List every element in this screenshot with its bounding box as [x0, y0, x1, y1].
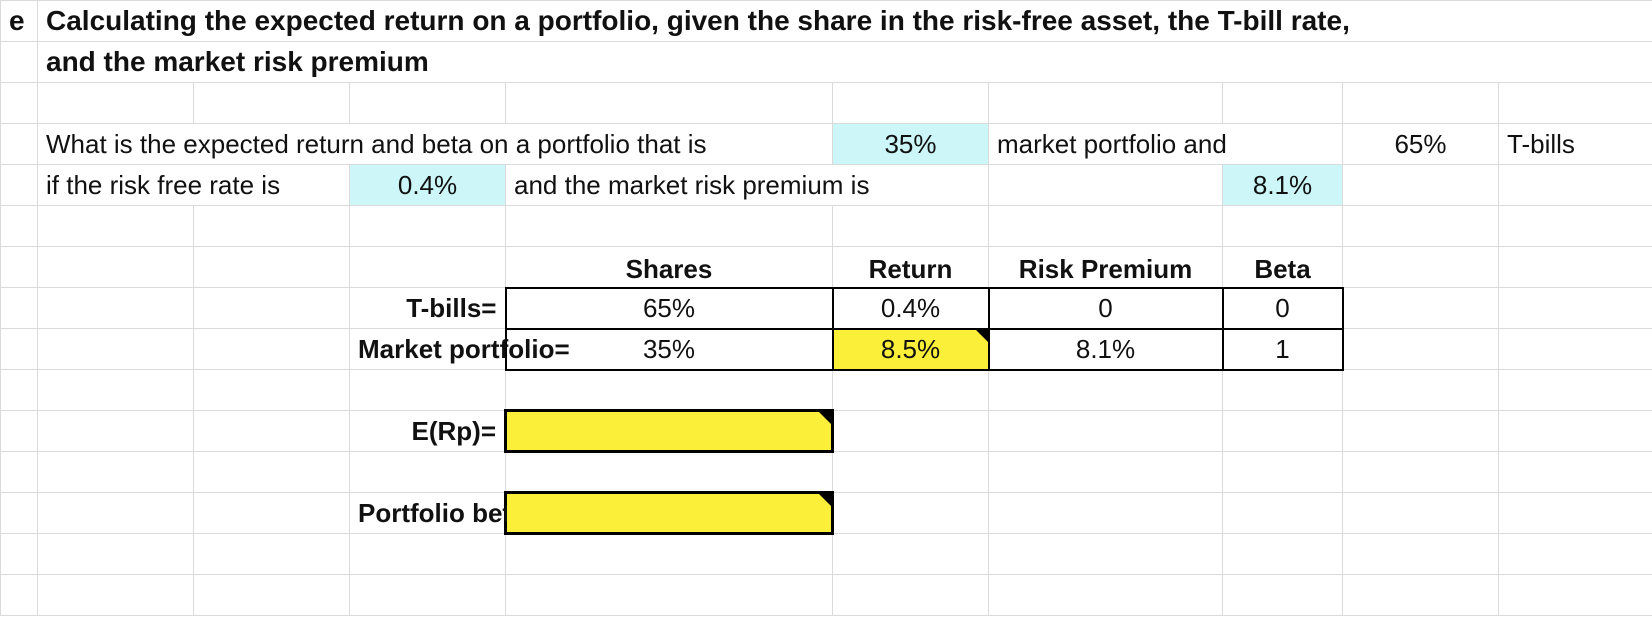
question-text: What is the expected return and beta on … [37, 123, 833, 165]
column-header: Shares [505, 246, 833, 288]
question-text: T-bills [1497, 123, 1652, 165]
table-cell: 8.1% [987, 327, 1224, 371]
answer-cell[interactable] [504, 409, 834, 453]
row-label: T-bills= [349, 287, 506, 329]
section-label: e [0, 0, 38, 42]
title: Calculating the expected return on a por… [36, 0, 1652, 42]
question-text: and the market risk premium is [505, 164, 989, 206]
table-cell: 0 [1221, 286, 1344, 330]
input-cell[interactable]: 35% [832, 123, 989, 165]
spreadsheet: e Calculating the expected return on a po… [0, 0, 1652, 616]
input-cell[interactable]: 65% [1342, 123, 1499, 165]
column-header: Beta [1222, 246, 1343, 288]
title: and the market risk premium [36, 41, 1652, 83]
input-cell[interactable]: 0.4% [349, 164, 506, 206]
table-cell: 35% [504, 327, 834, 371]
output-label: Portfolio beta= [349, 492, 541, 534]
table-cell: 65% [504, 286, 834, 330]
column-header: Return [832, 246, 989, 288]
column-header: Risk Premium [988, 246, 1223, 288]
table-cell[interactable]: 8.5% [831, 327, 990, 371]
input-cell[interactable]: 8.1% [1222, 164, 1343, 206]
table-cell: 0.4% [831, 286, 990, 330]
question-text: if the risk free rate is [37, 164, 350, 206]
question-text: market portfolio and [988, 123, 1343, 165]
row-label: Market portfolio= [349, 328, 570, 370]
table-cell: 0 [987, 286, 1224, 330]
answer-cell[interactable] [504, 491, 834, 535]
output-label: E(Rp)= [349, 410, 506, 452]
table-cell: 1 [1221, 327, 1344, 371]
